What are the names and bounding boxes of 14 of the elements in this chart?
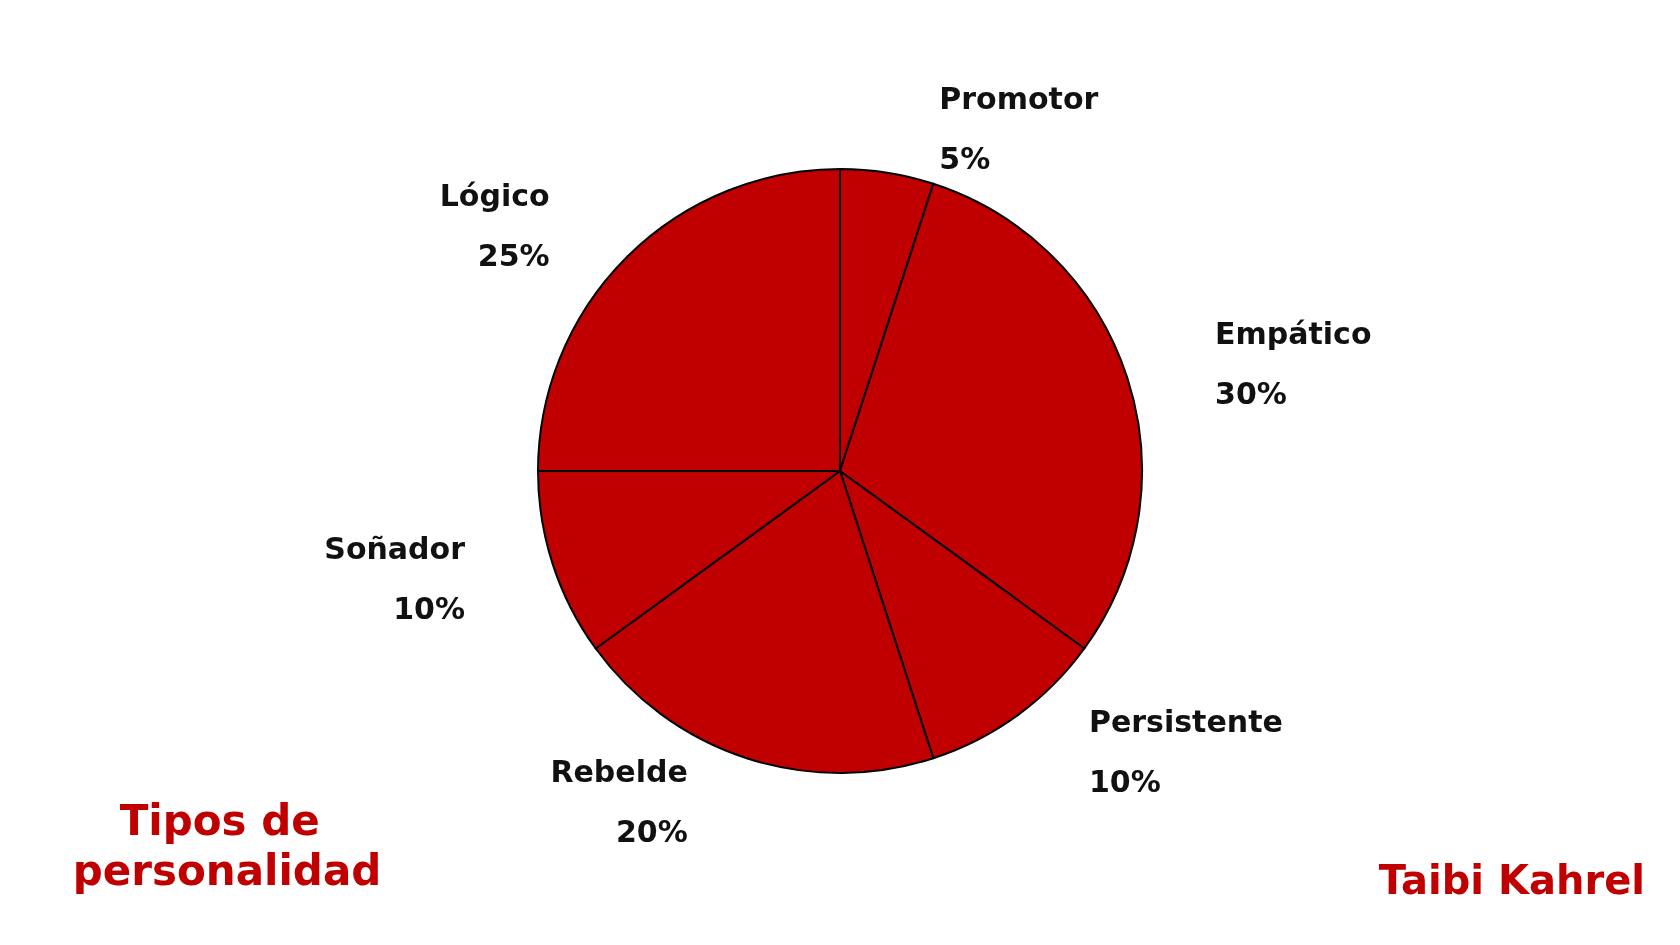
slice-label: Persistente xyxy=(1088,704,1283,740)
slice-label: Soñador xyxy=(324,530,466,566)
text: Tipos de personalidad xyxy=(72,795,382,895)
data-label: 10% xyxy=(1088,764,1161,800)
slice-label: Lógico xyxy=(439,178,550,214)
data-label: 25% xyxy=(477,238,550,274)
data-label: 10% xyxy=(393,590,465,626)
data-label: 5% xyxy=(939,140,991,176)
text: Taibi Kahrel xyxy=(1378,857,1646,903)
slice-label: Promotor xyxy=(939,80,1099,116)
data-label: 20% xyxy=(615,813,688,849)
data-label: 30% xyxy=(1215,376,1287,412)
slice-label: Empático xyxy=(1215,316,1372,352)
slice-label: Rebelde xyxy=(550,753,688,789)
